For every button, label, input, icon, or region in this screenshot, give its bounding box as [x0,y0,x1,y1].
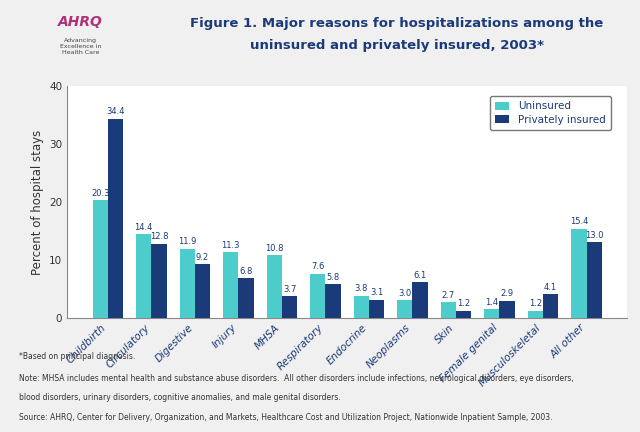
Text: 3.0: 3.0 [398,289,412,298]
Bar [572,229,586,318]
Bar [528,311,543,318]
Bar [108,119,123,318]
Bar [93,200,108,318]
Text: 12.8: 12.8 [150,232,168,241]
Text: 7.6: 7.6 [311,262,324,271]
Legend: Uninsured, Privately insured: Uninsured, Privately insured [490,96,611,130]
Text: blood disorders, urinary disorders, cognitive anomalies, and male genital disord: blood disorders, urinary disorders, cogn… [19,393,341,402]
Text: Note: MHSA includes mental health and substance abuse disorders.  All other diso: Note: MHSA includes mental health and su… [19,374,574,383]
Text: 3.8: 3.8 [355,284,368,293]
Text: 11.3: 11.3 [221,241,240,250]
Bar [267,255,282,318]
Text: 9.2: 9.2 [196,253,209,262]
Text: 20.3: 20.3 [91,189,109,198]
Text: 6.1: 6.1 [413,271,427,280]
Text: uninsured and privately insured, 2003*: uninsured and privately insured, 2003* [250,39,544,52]
Text: 10.8: 10.8 [265,244,284,253]
Text: AHRQ: AHRQ [58,15,102,29]
Text: Figure 1. Major reasons for hospitalizations among the: Figure 1. Major reasons for hospitalizat… [190,17,604,30]
Bar [152,244,166,318]
Text: 13.0: 13.0 [585,231,604,240]
Text: 3.7: 3.7 [283,285,296,294]
Text: 15.4: 15.4 [570,217,588,226]
Text: 3.1: 3.1 [370,288,383,297]
Y-axis label: Percent of hospital stays: Percent of hospital stays [31,129,44,275]
Bar [354,295,369,318]
Bar [456,311,471,318]
Bar [484,309,499,318]
Bar [326,284,340,318]
Bar [586,242,602,318]
Bar [397,300,412,318]
Bar [136,234,152,318]
Text: 6.8: 6.8 [239,267,253,276]
Bar [180,249,195,318]
Text: 14.4: 14.4 [134,223,153,232]
Bar [239,278,253,318]
Text: 4.1: 4.1 [544,283,557,292]
Text: 2.9: 2.9 [500,289,514,299]
Bar [369,300,384,318]
Bar [543,294,558,318]
Text: 1.2: 1.2 [457,299,470,308]
Text: 2.7: 2.7 [442,291,455,300]
Text: 1.2: 1.2 [529,299,542,308]
Bar [195,264,210,318]
Text: Source: AHRQ, Center for Delivery, Organization, and Markets, Healthcare Cost an: Source: AHRQ, Center for Delivery, Organ… [19,413,553,422]
Bar [223,252,239,318]
Bar [412,282,428,318]
Text: 1.4: 1.4 [485,298,499,307]
Bar [499,301,515,318]
Text: *Based on principal diagnosis.: *Based on principal diagnosis. [19,352,136,361]
Bar [441,302,456,318]
Text: 34.4: 34.4 [106,108,125,117]
Text: 5.8: 5.8 [326,273,340,282]
Bar [310,273,326,318]
Text: 11.9: 11.9 [178,238,196,246]
Bar [282,296,297,318]
Text: Advancing
Excellence in
Health Care: Advancing Excellence in Health Care [60,38,101,55]
